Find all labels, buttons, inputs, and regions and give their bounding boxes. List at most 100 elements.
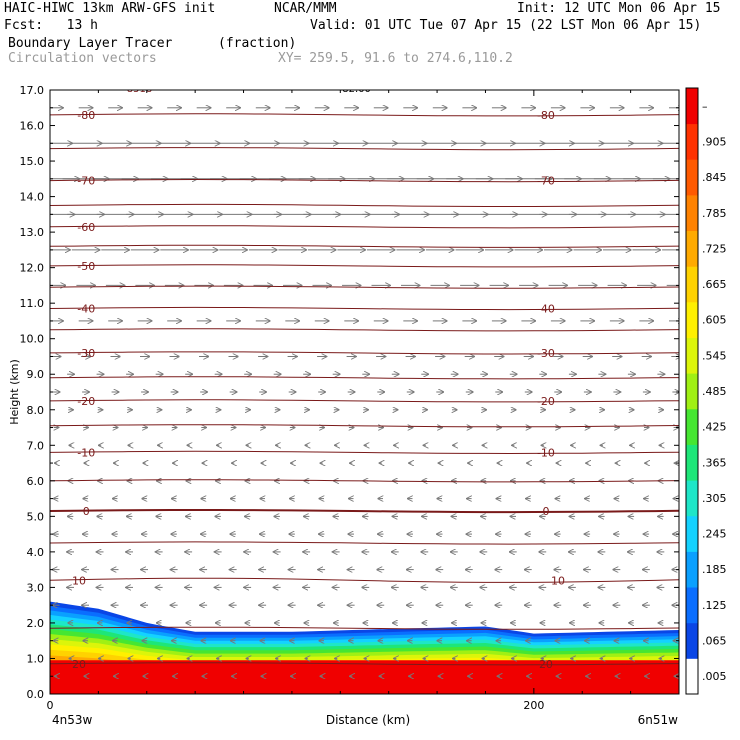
temperature-contour [50,225,679,229]
contour-label: -20 [77,395,95,408]
x-tick-label: 0 [47,699,54,712]
colorbar-label: .245 [702,528,727,541]
contour-label: -80 [77,109,95,122]
temperature-contour [50,113,679,117]
header-valid: Valid: 01 UTC Tue 07 Apr 15 (22 LST Mon … [310,18,702,33]
contour-label: 20 [539,658,553,671]
colorbar-label: .305 [702,492,727,505]
colorbar-label: .425 [702,421,727,434]
y-tick-label: 17.0 [20,84,45,97]
temperature-contours: -80 -80 -70 -70 -60 -50 -40 -40 -30 -30 -20 -20 -10 -… [50,84,679,671]
colorbar-label: .365 [702,456,727,469]
contour-label: -70 [77,175,95,188]
colorbar-swatch [686,159,698,196]
y-tick-label: 10.0 [20,333,45,346]
colorbar-swatch [686,480,698,517]
contour-label: -40 [77,303,95,316]
contour-label: 8518 [127,84,152,95]
contour-label: -10 [77,446,95,459]
contour-label: -20 [537,395,555,408]
x-start-label: 4n53w [52,713,93,727]
contour-label: -50 [77,260,95,273]
temperature-contour [50,203,679,207]
colorbar-swatch [686,337,698,374]
temperature-contour [50,351,679,355]
colorbar-label: .005 [702,670,727,683]
colorbar-label: .845 [702,171,727,184]
x-end-label: 6n51w [638,713,679,727]
contour-label: 0 [542,505,549,518]
y-tick-label: 3.0 [27,581,45,594]
colorbar-label: .605 [702,314,727,327]
contour-label: -82.00 [339,84,371,95]
colorbar-swatch [686,551,698,588]
x-axis-label: Distance (km) [326,713,410,727]
temperature-contour [50,424,679,428]
colorbar-swatch [686,123,698,160]
wind-vectors [50,108,679,676]
y-tick-label: 2.0 [27,617,45,630]
y-tick-label: 8.0 [27,404,45,417]
y-tick-label: 7.0 [27,439,45,452]
contour-label: 10 [551,574,565,587]
y-tick-label: 11.0 [20,297,45,310]
temperature-contour [50,479,679,483]
x-tick-label: 200 [523,699,544,712]
temperature-contour [50,662,679,666]
y-tick-label: 13.0 [20,226,45,239]
colorbar-swatch [686,230,698,267]
y-tick-label: 0.0 [27,688,45,701]
temperature-contour [50,244,679,248]
colorbar-label: .905 [702,136,727,149]
colorbar-label: .665 [702,278,727,291]
field-name: Boundary Layer Tracer [8,36,173,51]
colorbar-label: .065 [702,635,727,648]
temperature-contour [50,450,679,455]
colorbar-swatch [686,444,698,481]
y-tick-label: 6.0 [27,475,45,488]
colorbar: .005 .065 .125 .185 .245 .305 .365 .425 .485 .545… [685,87,727,695]
contour-label: 0 [83,505,90,518]
y-tick-label: 5.0 [27,510,45,523]
field2-name: Circulation vectors [8,51,157,66]
y-tick-label: 4.0 [27,546,45,559]
colorbar-label: – [702,100,708,113]
y-tick-label: 15.0 [20,155,45,168]
temperature-contour [50,577,679,583]
colorbar-swatch [686,515,698,552]
temperature-contour [50,147,679,151]
colorbar-label: .185 [702,563,727,576]
contour-label: -80 [537,109,555,122]
colorbar-label: .785 [702,207,727,220]
contour-label: -30 [537,347,555,360]
header-title: HAIC-HIWC 13km ARW-GFS init [4,1,216,16]
y-axis-label: Height (km) [8,359,21,425]
temperature-contour [50,328,679,332]
tracer-field [50,601,679,694]
contour-label: -30 [77,347,95,360]
colorbar-swatch [686,88,698,125]
contour-label: -40 [537,303,555,316]
y-tick-label: 14.0 [20,191,45,204]
temperature-contour [50,541,679,545]
contour-label: -60 [77,221,95,234]
temperature-contour [50,264,679,268]
header-fcst: Fcst: 13 h [4,18,98,33]
colorbar-swatch [686,194,698,231]
temperature-contour [50,178,679,183]
temperature-contour [50,285,679,289]
colorbar-frame [685,87,699,695]
colorbar-label: .725 [702,242,727,255]
temperature-contour [50,306,679,311]
header-init: Init: 12 UTC Mon 06 Apr 15 [517,1,721,16]
colorbar-swatch [686,373,698,410]
colorbar-label: .125 [702,599,727,612]
colorbar-swatch [686,301,698,338]
y-tick-label: 1.0 [27,652,45,665]
y-tick-label: 16.0 [20,120,45,133]
colorbar-swatch [686,266,698,303]
temperature-contour [50,399,679,403]
colorbar-swatch [686,408,698,445]
colorbar-swatch [686,587,698,624]
colorbar-label: .545 [702,349,727,362]
